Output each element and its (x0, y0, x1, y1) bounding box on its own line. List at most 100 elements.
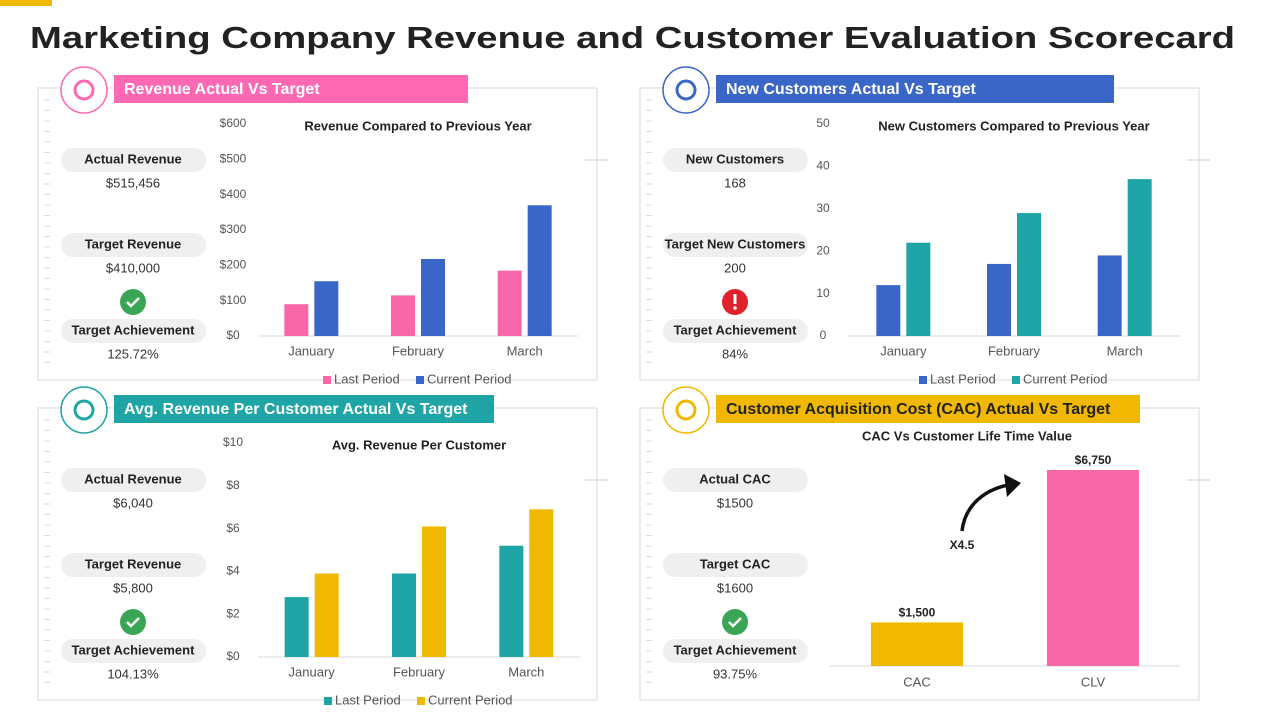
x-tick-label: February (393, 664, 446, 679)
header-text: Revenue Actual Vs Target (124, 81, 320, 98)
bar (906, 242, 931, 336)
kpi-value: $5,800 (113, 580, 153, 595)
bar (1047, 470, 1139, 666)
bar (1097, 255, 1122, 336)
x-tick-label: January (288, 343, 335, 358)
kpi-pill (663, 319, 808, 343)
value-label: $6,750 (1075, 453, 1112, 467)
y-tick-label: 50 (816, 116, 830, 130)
y-tick-label: 40 (816, 159, 830, 173)
y-tick-label: $500 (220, 152, 247, 166)
bar (284, 304, 309, 336)
x-tick-label: March (508, 664, 544, 679)
x-tick-label: CLV (1081, 674, 1106, 689)
legend-swatch (324, 697, 332, 705)
status-ok (722, 609, 748, 635)
x-tick-label: March (507, 343, 543, 358)
bar (1017, 213, 1041, 336)
kpi-label: Target CAC (700, 556, 771, 571)
kpi-value: 200 (724, 260, 746, 275)
header-text: Customer Acquisition Cost (CAC) Actual V… (726, 401, 1111, 418)
header-badge-icon (73, 79, 95, 101)
kpi-label: Target Achievement (72, 322, 195, 337)
header-badge-icon (73, 399, 95, 421)
header-bar (114, 75, 468, 103)
status-ok (120, 289, 146, 315)
y-tick-label: 0 (820, 328, 827, 342)
header-badge (60, 386, 108, 434)
x-tick-label: March (1107, 343, 1143, 358)
kpi-label: New Customers (686, 151, 784, 166)
status-bang (733, 294, 737, 304)
chart-title: New Customers Compared to Previous Year (878, 118, 1149, 133)
kpi-value: 125.72% (107, 346, 159, 361)
x-tick-label: CAC (903, 674, 930, 689)
y-tick-label: $6 (226, 521, 240, 535)
bar (392, 573, 416, 657)
status-check (126, 617, 140, 628)
kpi-value: 168 (724, 175, 746, 190)
bar (284, 597, 309, 657)
y-tick-label: $10 (223, 435, 243, 449)
chart-title: Avg. Revenue Per Customer (332, 437, 506, 452)
kpi-label: Actual CAC (699, 471, 771, 486)
y-tick-label: $0 (226, 328, 240, 342)
legend-label: Last Period (930, 371, 996, 386)
header-bar (114, 395, 494, 423)
bar (527, 205, 552, 336)
legend-label: Last Period (335, 692, 401, 707)
legend-label: Current Period (1023, 371, 1108, 386)
legend-label: Current Period (427, 371, 512, 386)
kpi-pill (61, 148, 206, 172)
header-bar (716, 75, 1114, 103)
kpi-value: 93.75% (713, 666, 758, 681)
status-dot (733, 306, 737, 310)
x-tick-label: January (289, 664, 336, 679)
kpi-pill (663, 233, 808, 257)
bar (499, 545, 524, 657)
kpi-value: $515,456 (106, 175, 160, 190)
kpi-label: Actual Revenue (84, 471, 182, 486)
legend-swatch (1012, 376, 1020, 384)
kpi-label: Target Achievement (674, 322, 797, 337)
y-tick-label: $200 (220, 258, 247, 272)
kpi-pill (663, 553, 808, 577)
page-title: Marketing Company Revenue and Customer E… (30, 20, 1235, 55)
legend-swatch (417, 697, 425, 705)
kpi-pill (663, 639, 808, 663)
chart-title: CAC Vs Customer Life Time Value (862, 428, 1072, 443)
bar (876, 285, 901, 336)
status-ok (120, 609, 146, 635)
x-tick-label: February (392, 343, 445, 358)
legend-swatch (323, 376, 331, 384)
header-badge (662, 386, 710, 434)
y-tick-label: $600 (220, 116, 247, 130)
kpi-pill (663, 468, 808, 492)
bar (314, 281, 339, 336)
kpi-label: Target New Customers (665, 236, 806, 251)
kpi-label: Target Achievement (72, 642, 195, 657)
y-tick-label: $400 (220, 187, 247, 201)
kpi-label: Target Revenue (85, 236, 182, 251)
kpi-value: $6,040 (113, 495, 153, 510)
chart-title: Revenue Compared to Previous Year (304, 118, 531, 133)
y-tick-label: $8 (226, 478, 240, 492)
kpi-label: Target Revenue (85, 556, 182, 571)
legend-label: Current Period (428, 692, 513, 707)
y-tick-label: $300 (220, 222, 247, 236)
header-badge (662, 66, 710, 114)
annotation: X4.5 (950, 538, 975, 552)
legend-swatch (919, 376, 927, 384)
kpi-pill (61, 233, 206, 257)
kpi-pill (61, 319, 206, 343)
bar (1127, 179, 1152, 336)
x-tick-label: January (880, 343, 927, 358)
bar (422, 526, 446, 657)
x-tick-label: February (988, 343, 1041, 358)
bar (391, 295, 415, 336)
bar (421, 258, 445, 336)
legend-swatch (416, 376, 424, 384)
header-badge (60, 66, 108, 114)
